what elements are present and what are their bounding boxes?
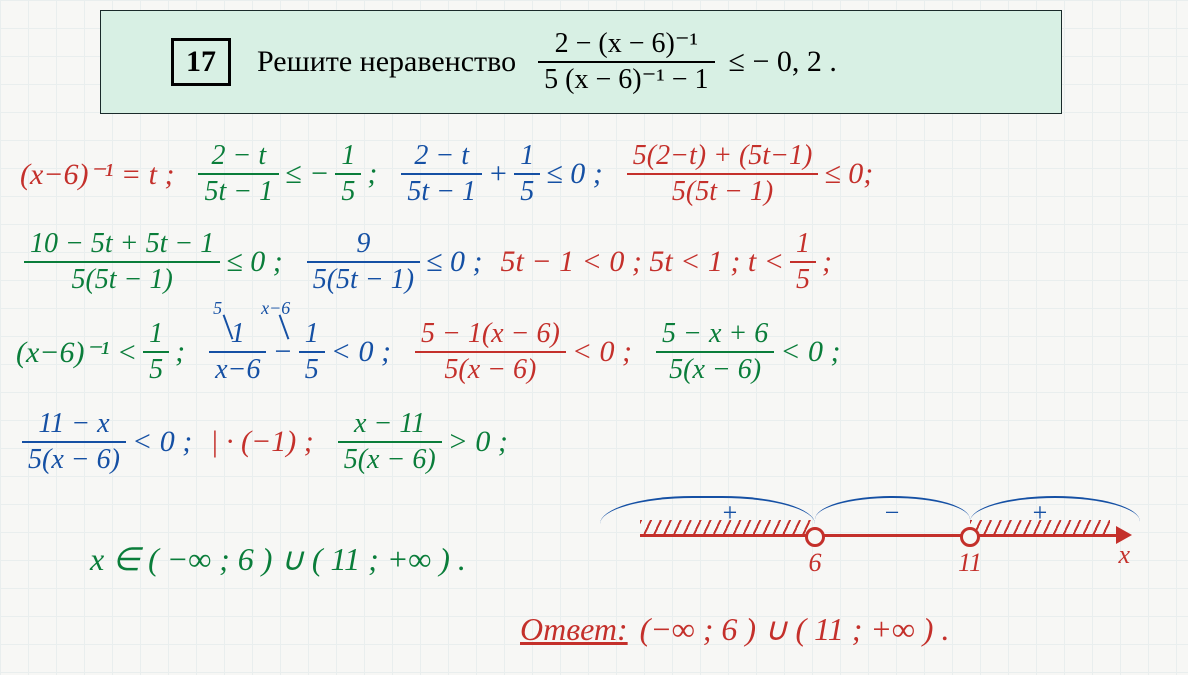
- l2-c: 5t − 1 < 0 ; 5t < 1 ; t < 15 ;: [501, 228, 832, 296]
- axis-sign: +: [723, 498, 738, 528]
- axis-point-label: 6: [809, 548, 822, 578]
- l3-a: (x−6)⁻¹ < 15 ;: [16, 318, 185, 386]
- l4-mid: | · (−1) ;: [210, 425, 313, 459]
- problem-fraction: 2 − (x − 6)⁻¹ 5 (x − 6)⁻¹ − 1: [538, 28, 714, 96]
- l1-f: 5(2−t) + (5t−1)5(5t − 1) ≤ 0;: [621, 140, 874, 208]
- axis-sign: −: [885, 498, 900, 528]
- answer-line: Ответ: (−∞ ; 6 ) ∪ ( 11 ; +∞ ) .: [520, 610, 949, 648]
- problem-label: Решите неравенство: [257, 45, 516, 79]
- problem-frac-den: 5 (x − 6)⁻¹ − 1: [538, 64, 714, 96]
- axis-arc: [970, 496, 1140, 548]
- work-line-2: 10 − 5t + 5t − 15(5t − 1) ≤ 0 ; 95(5t − …: [18, 228, 850, 296]
- axis-point-label: 11: [958, 548, 982, 578]
- problem-number: 17: [171, 38, 231, 86]
- l3-b: 5 x−6 1x−6 − 15 < 0 ;: [203, 318, 391, 386]
- work-line-1: (x−6)⁻¹ = t ; 2 − t5t − 1 ≤ − 15 ; 2 − t…: [20, 140, 891, 208]
- l2-b: 95(5t − 1) ≤ 0 ;: [301, 228, 483, 296]
- work-line-4: 11 − x5(x − 6) < 0 ; | · (−1) ; x − 115(…: [16, 408, 526, 476]
- number-line: +−+611 x: [640, 498, 1130, 568]
- l3-e: 5 − x + 65(x − 6) < 0 ;: [650, 318, 840, 386]
- cancel-x6: x−6: [261, 298, 290, 319]
- work-line-3: (x−6)⁻¹ < 15 ; 5 x−6 1x−6 − 15 < 0 ; 5 −…: [16, 318, 859, 386]
- solution-set: x ∈ ( −∞ ; 6 ) ∪ ( 11 ; +∞ ) .: [90, 540, 466, 578]
- problem-frac-num: 2 − (x − 6)⁻¹: [549, 28, 704, 60]
- l1-b: 2 − t5t − 1 ≤ − 15 ;: [192, 140, 377, 208]
- axis-open-point: [960, 527, 980, 547]
- problem-statement: Решите неравенство 2 − (x − 6)⁻¹ 5 (x − …: [257, 28, 837, 96]
- l1-sub: (x−6)⁻¹ = t ;: [20, 157, 174, 192]
- l2-a: 10 − 5t + 5t − 15(5t − 1) ≤ 0 ;: [18, 228, 283, 296]
- cancel-5: 5: [213, 298, 222, 319]
- answer-label: Ответ:: [520, 611, 628, 648]
- l3-d: 5 − 1(x − 6)5(x − 6) < 0 ;: [409, 318, 632, 386]
- answer-value: (−∞ ; 6 ) ∪ ( 11 ; +∞ ) .: [640, 610, 950, 648]
- problem-box: 17 Решите неравенство 2 − (x − 6)⁻¹ 5 (x…: [100, 10, 1062, 114]
- axis-x-label: x: [1118, 540, 1130, 570]
- l4-a: 11 − x5(x − 6) < 0 ;: [16, 408, 192, 476]
- l1-d: 2 − t5t − 1 + 15 ≤ 0 ;: [395, 140, 602, 208]
- axis-open-point: [805, 527, 825, 547]
- l4-b: x − 115(x − 6) > 0 ;: [332, 408, 508, 476]
- problem-tail: ≤ − 0, 2 .: [729, 45, 837, 79]
- axis-sign: +: [1033, 498, 1048, 528]
- axis-arc: [600, 496, 815, 548]
